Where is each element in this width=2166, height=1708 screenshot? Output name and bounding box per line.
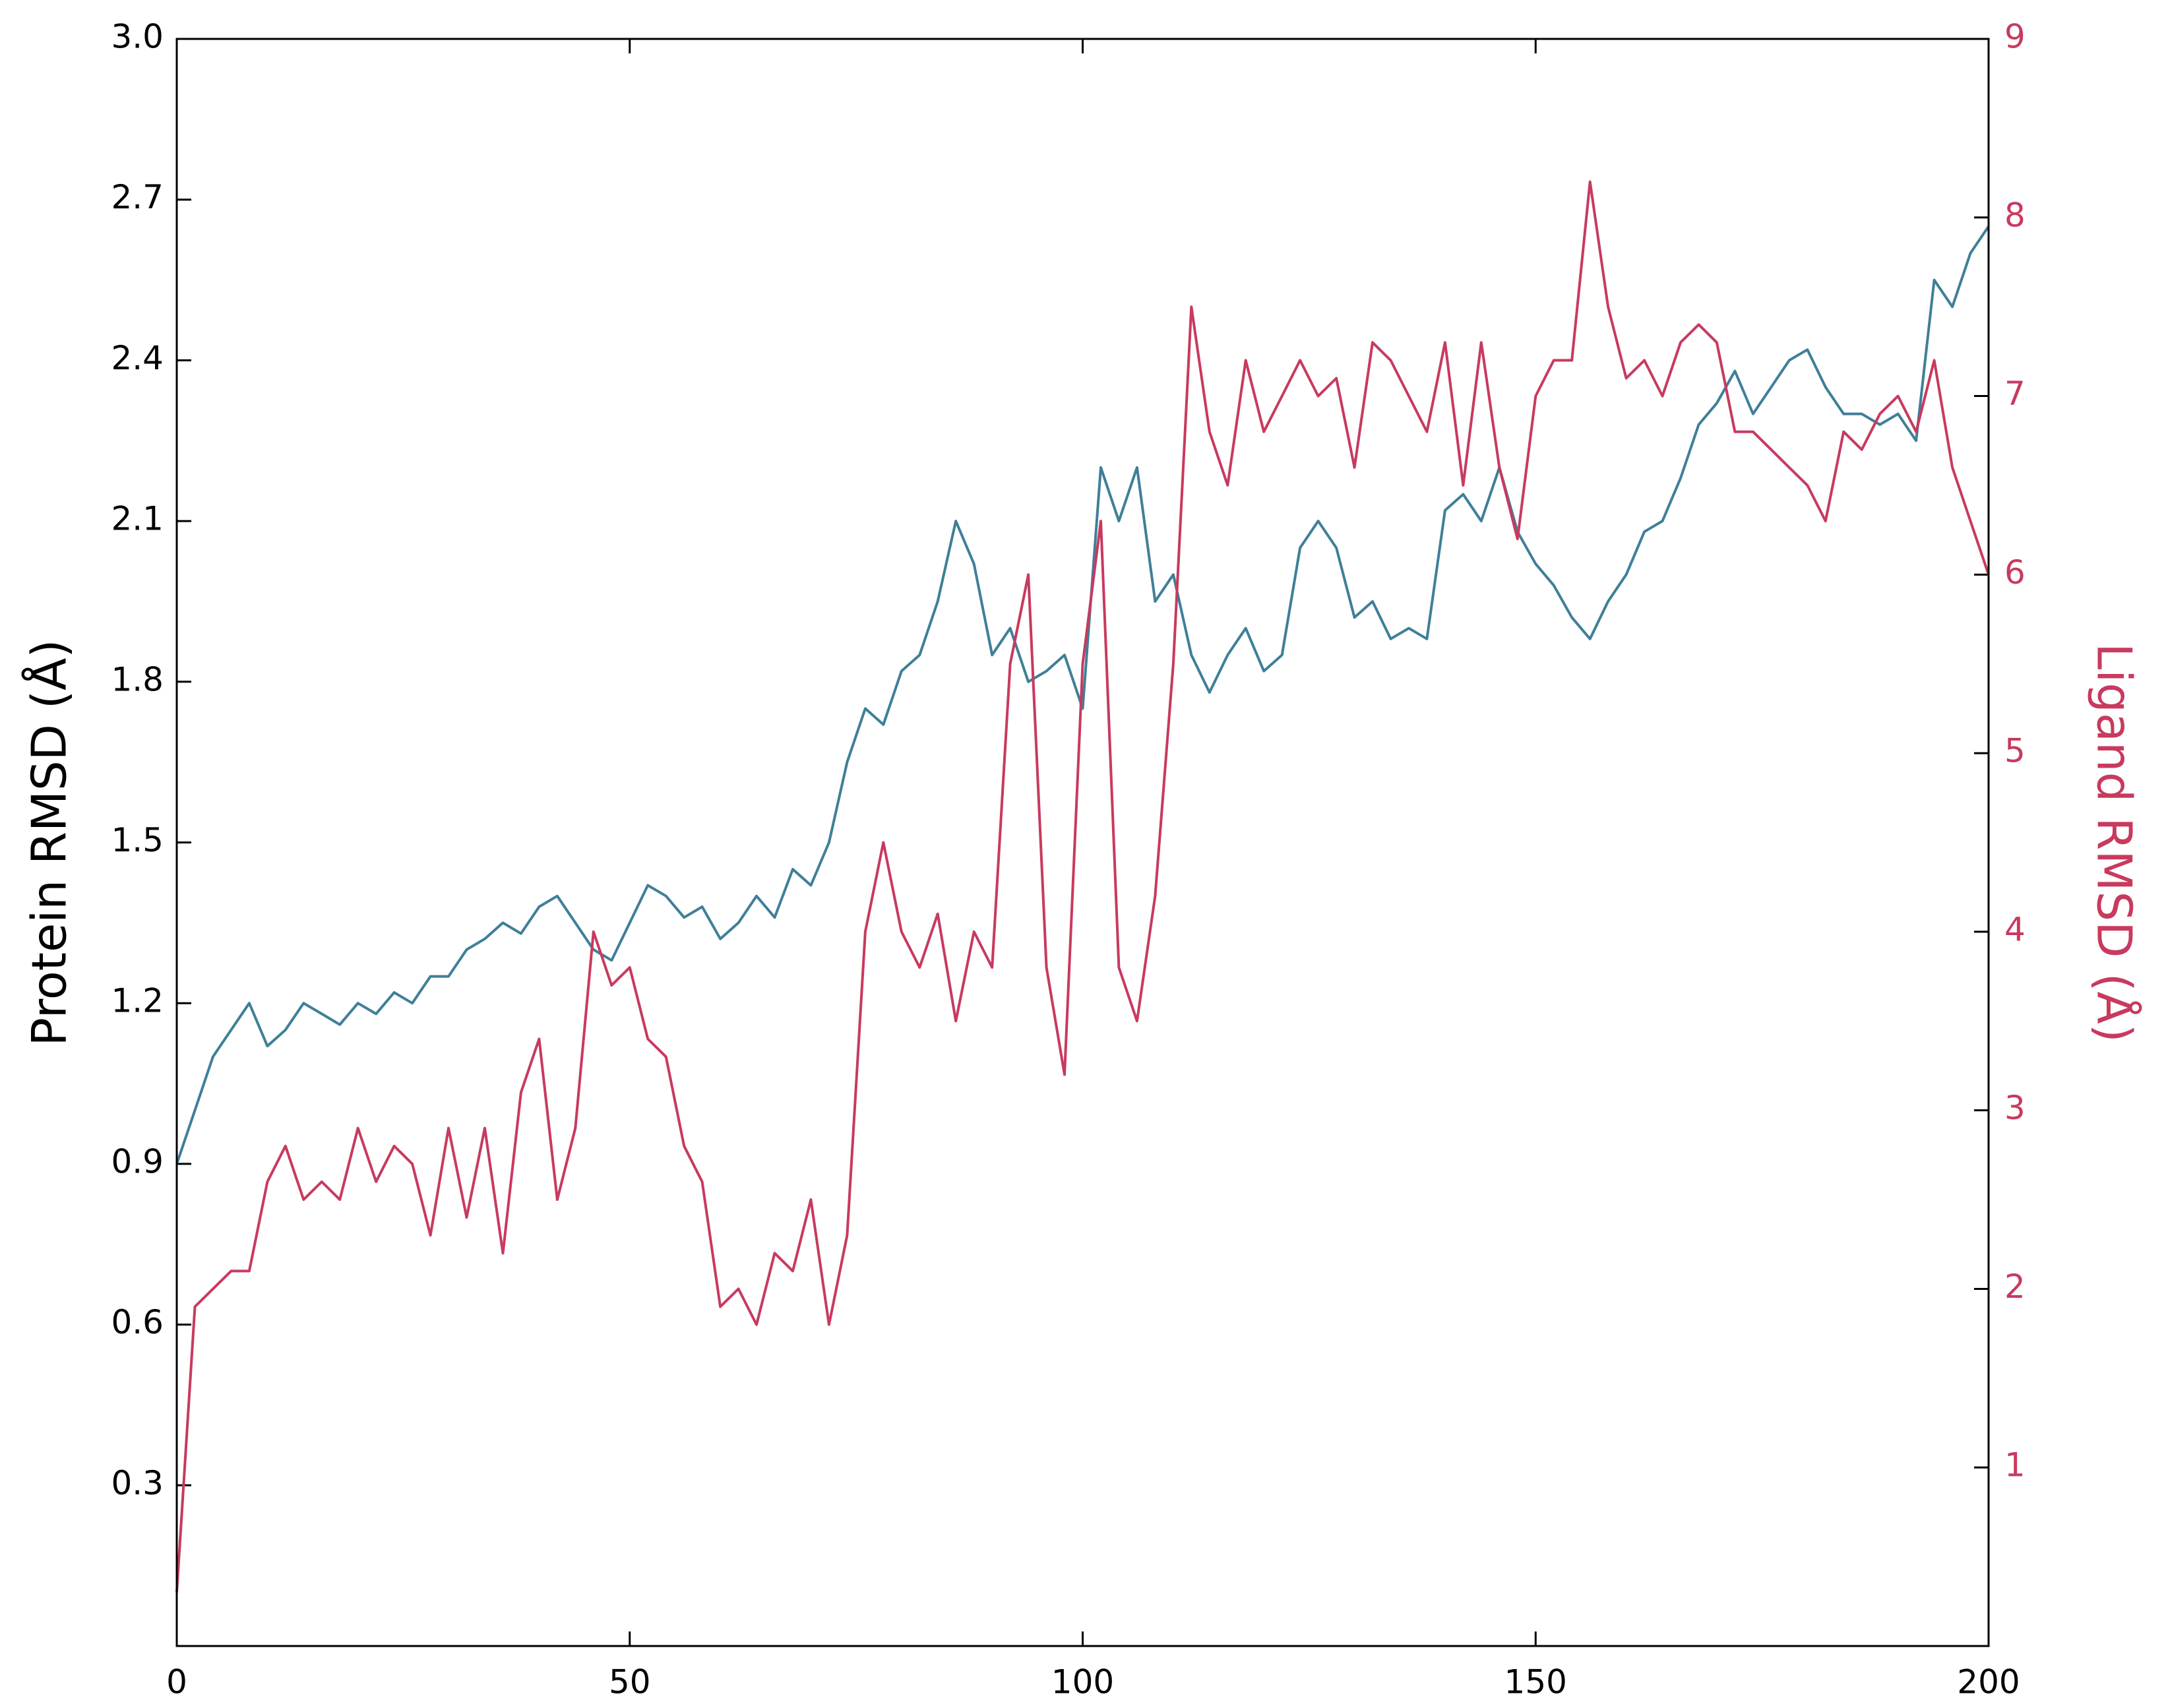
y2-tick-label: 1 (2004, 1446, 2026, 1484)
x-tick-label: 150 (1504, 1663, 1567, 1701)
y-tick-label: 0.3 (111, 1464, 164, 1502)
y-tick-label: 0.9 (111, 1142, 164, 1180)
y-tick-label: 2.4 (111, 339, 164, 377)
plot-frame (175, 38, 1990, 1647)
y2-tick-label: 2 (2004, 1267, 2026, 1306)
y2-axis-label: Ligand RMSD (Å) (2086, 643, 2142, 1043)
y-axis-label: Protein RMSD (Å) (22, 640, 77, 1047)
y2-tick-label: 5 (2004, 732, 2026, 770)
y-tick-label: 2.1 (111, 500, 164, 538)
y2-tick-label: 3 (2004, 1089, 2026, 1127)
y-tick-label: 1.5 (111, 821, 164, 859)
series-line (175, 226, 1990, 1165)
series-line (175, 180, 1990, 1593)
x-tick-label: 50 (609, 1663, 651, 1701)
y-tick-label: 0.6 (111, 1303, 164, 1341)
y2-tick-label: 8 (2004, 196, 2026, 234)
y2-tick-label: 6 (2004, 553, 2026, 592)
x-tick-label: 100 (1051, 1663, 1114, 1701)
y-tick-label: 1.8 (111, 660, 164, 698)
y-tick-label: 1.2 (111, 982, 164, 1020)
y-tick-label: 3.0 (111, 18, 164, 56)
y-tick-label: 2.7 (111, 178, 164, 216)
x-tick-label: 0 (166, 1663, 187, 1701)
y2-tick-label: 9 (2004, 18, 2026, 56)
y2-tick-label: 4 (2004, 910, 2026, 948)
y2-tick-label: 7 (2004, 375, 2026, 413)
x-tick-label: 200 (1957, 1663, 2020, 1701)
